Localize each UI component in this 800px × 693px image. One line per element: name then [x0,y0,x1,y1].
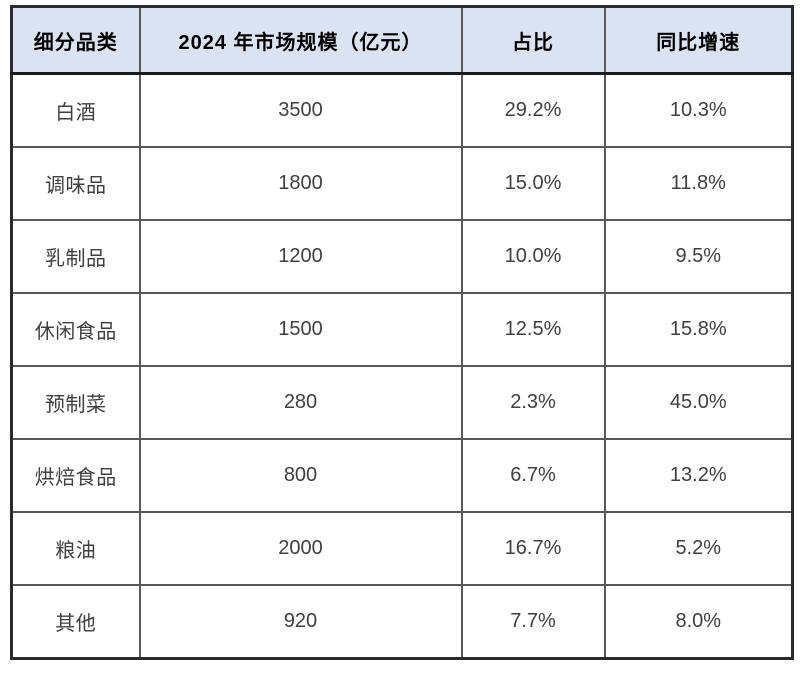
cell-market-size: 1800 [138,146,463,221]
column-header-share: 占比 [460,5,606,75]
cell-yoy-growth: 15.8% [603,292,794,367]
cell-yoy-growth: 13.2% [603,438,794,513]
cell-yoy-growth: 10.3% [603,72,794,148]
cell-share: 15.0% [460,146,606,221]
cell-category: 预制菜 [10,365,141,440]
cell-market-size: 1200 [138,219,463,294]
table-row: 休闲食品 1500 12.5% 15.8% [10,292,794,367]
table-row: 粮油 2000 16.7% 5.2% [10,511,794,586]
cell-market-size: 800 [138,438,463,513]
cell-share: 10.0% [460,219,606,294]
cell-share: 2.3% [460,365,606,440]
cell-market-size: 1500 [138,292,463,367]
table-row: 白酒 3500 29.2% 10.3% [10,72,794,148]
cell-share: 6.7% [460,438,606,513]
column-header-category: 细分品类 [10,5,141,75]
cell-share: 12.5% [460,292,606,367]
table-row: 调味品 1800 15.0% 11.8% [10,146,794,221]
cell-category: 粮油 [10,511,141,586]
cell-market-size: 280 [138,365,463,440]
cell-market-size: 3500 [138,72,463,148]
cell-category: 休闲食品 [10,292,141,367]
table-row: 其他 920 7.7% 8.0% [10,584,794,660]
table-header-row: 细分品类 2024 年市场规模（亿元） 占比 同比增速 [10,5,794,75]
cell-category: 调味品 [10,146,141,221]
cell-category: 乳制品 [10,219,141,294]
cell-share: 7.7% [460,584,606,660]
column-header-yoy-growth: 同比增速 [603,5,794,75]
table-row: 烘焙食品 800 6.7% 13.2% [10,438,794,513]
cell-category: 烘焙食品 [10,438,141,513]
table-row: 乳制品 1200 10.0% 9.5% [10,219,794,294]
cell-category: 白酒 [10,72,141,148]
cell-market-size: 920 [138,584,463,660]
cell-share: 16.7% [460,511,606,586]
cell-yoy-growth: 5.2% [603,511,794,586]
cell-market-size: 2000 [138,511,463,586]
table-row: 预制菜 280 2.3% 45.0% [10,365,794,440]
cell-share: 29.2% [460,72,606,148]
cell-yoy-growth: 45.0% [603,365,794,440]
cell-yoy-growth: 9.5% [603,219,794,294]
cell-yoy-growth: 11.8% [603,146,794,221]
column-header-market-size: 2024 年市场规模（亿元） [138,5,463,75]
cell-category: 其他 [10,584,141,660]
market-segment-table: 细分品类 2024 年市场规模（亿元） 占比 同比增速 白酒 3500 29.2… [10,5,794,660]
cell-yoy-growth: 8.0% [603,584,794,660]
